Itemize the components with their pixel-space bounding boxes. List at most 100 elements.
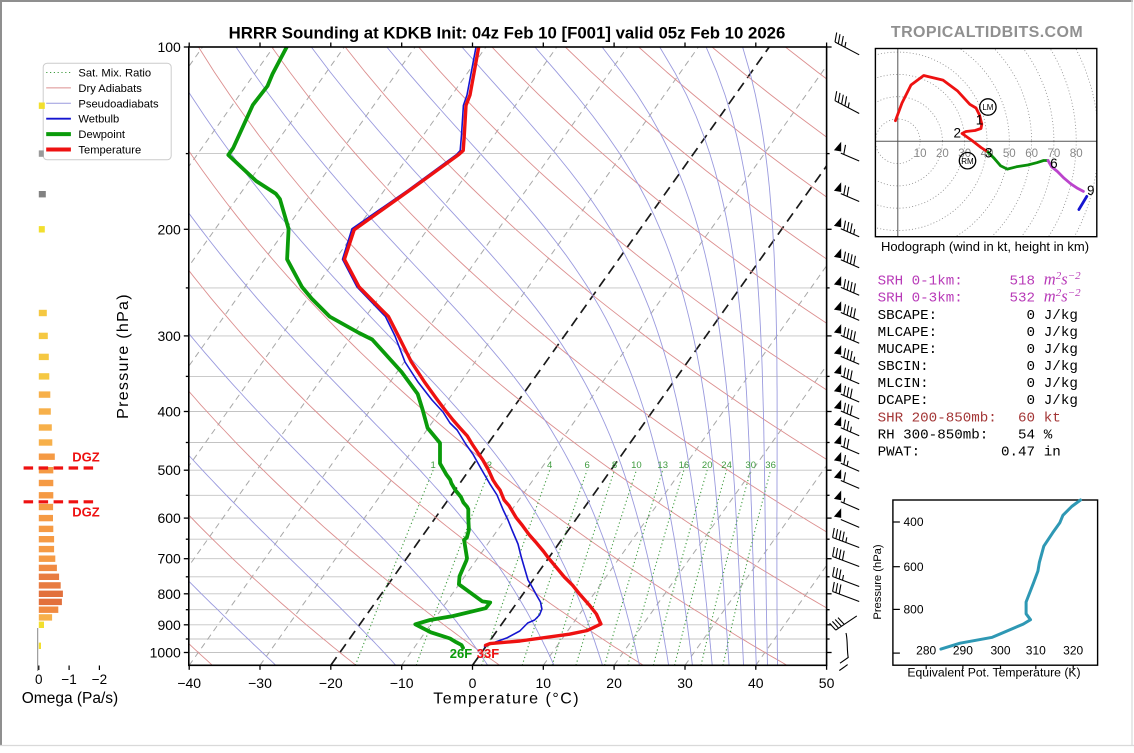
svg-text:−20: −20 — [319, 675, 343, 691]
svg-text:9: 9 — [1087, 183, 1095, 198]
svg-text:50: 50 — [819, 675, 835, 691]
svg-text:DGZ: DGZ — [72, 450, 100, 465]
svg-text:50: 50 — [1003, 148, 1016, 160]
svg-text:%: % — [1044, 427, 1053, 443]
svg-text:0: 0 — [1026, 359, 1035, 375]
svg-text:Sat. Mix. Ratio: Sat. Mix. Ratio — [78, 68, 151, 80]
svg-text:8: 8 — [612, 460, 617, 471]
svg-text:Hodograph (wind in kt, height: Hodograph (wind in kt, height in km) — [881, 239, 1089, 254]
svg-text:40: 40 — [748, 675, 764, 691]
svg-text:0: 0 — [1026, 342, 1035, 358]
svg-text:Pseudoadiabats: Pseudoadiabats — [78, 98, 159, 110]
svg-text:20: 20 — [936, 148, 949, 160]
svg-text:60: 60 — [1018, 410, 1035, 426]
svg-text:532: 532 — [1009, 291, 1035, 307]
svg-text:0: 0 — [35, 672, 43, 687]
svg-text:Dry Adiabats: Dry Adiabats — [78, 83, 142, 95]
svg-text:−30: −30 — [248, 675, 272, 691]
svg-text:J/kg: J/kg — [1044, 308, 1078, 324]
svg-text:1: 1 — [976, 113, 984, 128]
svg-text:HRRR Sounding at KDKB Init: 04: HRRR Sounding at KDKB Init: 04z Feb 10 [… — [229, 24, 786, 43]
svg-text:J/kg: J/kg — [1044, 376, 1078, 392]
svg-text:Temperature (°C): Temperature (°C) — [433, 691, 580, 708]
svg-text:J/kg: J/kg — [1044, 359, 1078, 375]
svg-text:0: 0 — [1026, 325, 1035, 341]
svg-text:80: 80 — [1070, 148, 1083, 160]
svg-text:0: 0 — [1026, 393, 1035, 409]
svg-text:J/kg: J/kg — [1044, 325, 1078, 341]
svg-text:0: 0 — [1026, 376, 1035, 392]
svg-text:DCAPE:: DCAPE: — [878, 393, 929, 409]
svg-text:26F: 26F — [450, 646, 472, 661]
svg-text:SRH 0-3km:: SRH 0-3km: — [878, 291, 963, 307]
svg-text:SHR 200-850mb:: SHR 200-850mb: — [878, 410, 997, 426]
svg-text:2: 2 — [487, 460, 492, 471]
svg-text:DGZ: DGZ — [72, 505, 100, 520]
svg-text:100: 100 — [157, 39, 181, 55]
svg-text:Wetbulb: Wetbulb — [78, 114, 119, 126]
svg-text:3: 3 — [985, 146, 993, 161]
svg-text:Temperature: Temperature — [78, 145, 141, 157]
svg-text:2: 2 — [954, 126, 962, 141]
svg-text:30: 30 — [958, 148, 971, 160]
svg-text:30: 30 — [677, 675, 693, 691]
svg-text:10: 10 — [631, 460, 642, 471]
svg-text:24: 24 — [721, 460, 732, 471]
svg-text:10: 10 — [914, 148, 927, 160]
svg-text:−40: −40 — [177, 675, 201, 691]
svg-text:RH 300-850mb:: RH 300-850mb: — [878, 427, 989, 443]
svg-text:30: 30 — [745, 460, 756, 471]
svg-text:SBCIN:: SBCIN: — [878, 359, 929, 375]
svg-text:Equivalent Pot. Temperature (K: Equivalent Pot. Temperature (K) — [907, 666, 1080, 680]
svg-text:300: 300 — [990, 644, 1010, 658]
svg-text:MLCAPE:: MLCAPE: — [878, 325, 938, 341]
svg-text:1: 1 — [430, 460, 435, 471]
svg-text:33F: 33F — [477, 646, 499, 661]
svg-text:in: in — [1044, 445, 1061, 461]
svg-text:13: 13 — [657, 460, 668, 471]
svg-text:20: 20 — [606, 675, 622, 691]
svg-text:−10: −10 — [390, 675, 414, 691]
svg-text:300: 300 — [157, 328, 181, 344]
svg-text:kt: kt — [1044, 410, 1061, 426]
svg-text:−2: −2 — [92, 672, 107, 687]
svg-text:600: 600 — [157, 510, 181, 526]
svg-text:MUCAPE:: MUCAPE: — [878, 342, 938, 358]
svg-text:40: 40 — [981, 148, 994, 160]
svg-text:Omega (Pa/s): Omega (Pa/s) — [22, 690, 118, 707]
svg-text:36: 36 — [765, 460, 776, 471]
svg-text:200: 200 — [157, 221, 181, 237]
svg-text:60: 60 — [1025, 148, 1038, 160]
svg-text:700: 700 — [157, 551, 181, 567]
svg-text:800: 800 — [904, 603, 924, 617]
svg-text:900: 900 — [157, 617, 181, 633]
svg-text:0: 0 — [469, 675, 477, 691]
svg-text:16: 16 — [679, 460, 690, 471]
svg-text:4: 4 — [547, 460, 552, 471]
svg-text:TROPICALTIDBITS.COM: TROPICALTIDBITS.COM — [891, 24, 1083, 41]
svg-text:0.47: 0.47 — [1001, 445, 1035, 461]
svg-text:10: 10 — [536, 675, 552, 691]
svg-text:0: 0 — [1026, 308, 1035, 324]
svg-text:LM: LM — [982, 103, 993, 112]
svg-text:SRH 0-1km:: SRH 0-1km: — [878, 274, 963, 290]
svg-text:1000: 1000 — [150, 645, 181, 661]
svg-text:6: 6 — [1050, 156, 1058, 171]
svg-text:RM: RM — [961, 157, 974, 166]
svg-text:MLCIN:: MLCIN: — [878, 376, 929, 392]
svg-text:Pressure (hPa): Pressure (hPa) — [115, 293, 132, 419]
svg-text:20: 20 — [702, 460, 713, 471]
svg-text:500: 500 — [157, 462, 181, 478]
svg-text:280: 280 — [916, 644, 936, 658]
svg-text:320: 320 — [1063, 644, 1083, 658]
svg-text:518: 518 — [1009, 274, 1035, 290]
svg-text:SBCAPE:: SBCAPE: — [878, 308, 938, 324]
svg-text:Dewpoint: Dewpoint — [78, 129, 126, 141]
svg-text:6: 6 — [584, 460, 589, 471]
svg-text:290: 290 — [953, 644, 973, 658]
svg-text:400: 400 — [157, 404, 181, 420]
svg-text:600: 600 — [904, 560, 924, 574]
svg-text:J/kg: J/kg — [1044, 393, 1078, 409]
svg-text:70: 70 — [1048, 148, 1061, 160]
svg-text:J/kg: J/kg — [1044, 342, 1078, 358]
